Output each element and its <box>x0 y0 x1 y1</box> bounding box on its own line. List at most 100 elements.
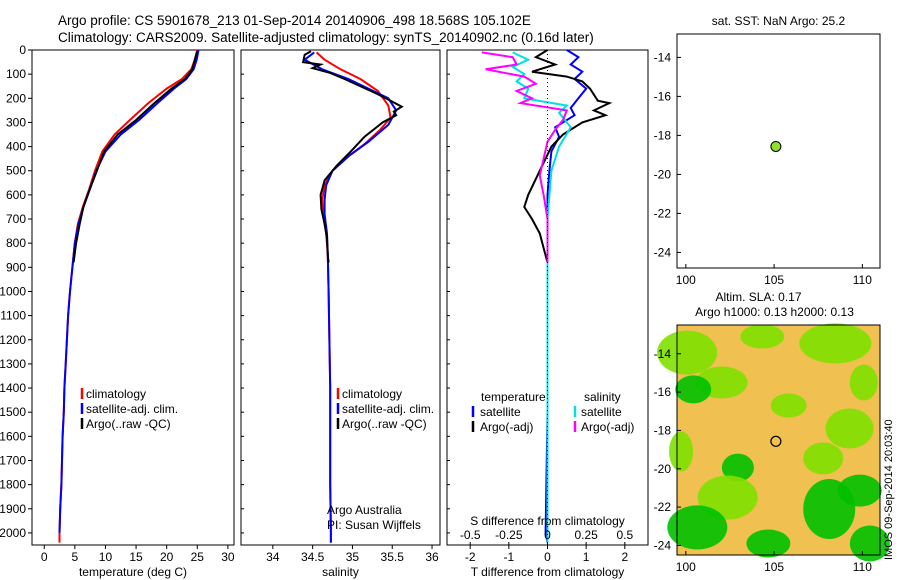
x-tick-label: 0 <box>41 550 48 564</box>
x-tick-label: 0 <box>544 550 551 564</box>
heatmap-cell <box>697 475 758 520</box>
y-tick-label: 1100 <box>0 309 26 323</box>
legend-label: Argo(..raw -QC) <box>86 417 171 431</box>
top-axis-label: S difference from climatology <box>470 514 625 528</box>
heatmap-cell <box>799 323 872 364</box>
x-tick-label: 36 <box>425 550 439 564</box>
legend-title: salinity <box>584 390 621 404</box>
sst-map-frame <box>676 33 881 269</box>
y-tick-label: 1300 <box>0 357 26 371</box>
argo-location-marker <box>770 140 782 152</box>
legend-title: temperature <box>481 390 546 404</box>
y-tick-label: -24 <box>654 538 672 552</box>
y-tick-label: 1600 <box>0 429 26 443</box>
y-tick-label: -22 <box>654 500 672 514</box>
x-axis-label: salinity <box>322 565 359 579</box>
x-tick-label: 15 <box>129 550 143 564</box>
x-tick-label: 30 <box>221 550 235 564</box>
legend-label: Argo(-adj) <box>581 420 634 434</box>
x-tick-label: 35.5 <box>381 550 405 564</box>
x-tick-label: 100 <box>676 273 696 287</box>
y-tick-label: -14 <box>654 347 672 361</box>
x-tick-label: 110 <box>853 560 872 574</box>
heatmap-cell <box>675 375 712 404</box>
salinity-plot-frame <box>240 49 441 546</box>
heatmap-cell <box>825 408 874 449</box>
top-tick-label: 0 <box>544 528 551 542</box>
legend-label: satellite <box>581 405 622 419</box>
y-tick-label: 600 <box>6 188 26 202</box>
temperature-plot-frame <box>31 49 235 546</box>
annotation-text: Argo Australia <box>327 503 402 517</box>
y-tick-label: 800 <box>6 236 26 250</box>
series-line-argo-raw-qc- <box>72 50 199 263</box>
map-title: Altim. SLA: 0.17 <box>715 290 801 304</box>
x-tick-label: 10 <box>99 550 113 564</box>
x-tick-label: 35 <box>346 550 360 564</box>
y-tick-label: 1400 <box>0 381 26 395</box>
y-tick-label: -14 <box>654 50 672 64</box>
legend-label: satellite-adj. clim. <box>342 402 434 416</box>
x-tick-label: -2 <box>465 550 476 564</box>
y-tick-label: 2000 <box>0 526 26 540</box>
top-tick-label: -0.25 <box>495 528 523 542</box>
y-tick-label: 300 <box>6 115 26 129</box>
y-tick-label: 1500 <box>0 405 26 419</box>
series-line-temperature-argo-adj- <box>523 49 613 263</box>
x-tick-label: 20 <box>160 550 174 564</box>
map-subtitle: Argo h1000: 0.13 h2000: 0.13 <box>695 305 854 319</box>
series-line-satellite-adj-clim- <box>58 49 200 533</box>
legend-label: Argo(..raw -QC) <box>342 417 427 431</box>
y-tick-label: -22 <box>654 206 672 220</box>
x-tick-label: 110 <box>853 273 872 287</box>
x-tick-label: 100 <box>676 560 696 574</box>
y-tick-label: 200 <box>6 91 26 105</box>
legend-label: climatology <box>342 387 402 401</box>
top-tick-label: -0.5 <box>460 528 481 542</box>
heatmap-cell <box>721 453 754 482</box>
y-tick-label: 100 <box>6 67 26 81</box>
y-tick-label: 1800 <box>0 478 26 492</box>
y-tick-label: 900 <box>6 260 26 274</box>
y-tick-label: -18 <box>654 423 672 437</box>
x-tick-label: 25 <box>191 550 205 564</box>
series-line-salinity-satellite <box>510 51 572 543</box>
x-tick-label: 1 <box>583 550 590 564</box>
sla-map-frame <box>676 324 881 556</box>
y-tick-label: -16 <box>654 89 672 103</box>
legend-label: climatology <box>86 387 146 401</box>
map-title: sat. SST: NaN Argo: 25.2 <box>712 14 846 28</box>
heatmap-cell <box>657 330 718 375</box>
y-tick-label: 400 <box>6 140 26 154</box>
series-line-satellite-adj-clim- <box>302 51 398 543</box>
y-tick-label: 1000 <box>0 284 26 298</box>
heatmap-cell <box>740 324 785 349</box>
x-tick-label: 34.5 <box>301 550 325 564</box>
heatmap-cell <box>770 393 807 418</box>
x-tick-label: 105 <box>764 273 784 287</box>
y-tick-label: 1200 <box>0 333 26 347</box>
series-line-salinity-argo-adj- <box>481 51 569 263</box>
top-tick-label: 0.25 <box>574 528 598 542</box>
x-axis-label: temperature (deg C) <box>79 565 187 579</box>
x-axis-label: T difference from climatology <box>471 565 625 579</box>
heatmap-cell <box>746 529 791 558</box>
y-tick-label: 1700 <box>0 453 26 467</box>
y-tick-label: -20 <box>654 167 672 181</box>
x-tick-label: 34 <box>266 550 280 564</box>
heatmap-cell <box>837 474 882 507</box>
y-tick-label: -18 <box>654 128 672 142</box>
y-tick-label: -16 <box>654 385 672 399</box>
series-line-climatology <box>58 49 199 543</box>
legend-label: Argo(-adj) <box>480 420 533 434</box>
x-tick-label: 105 <box>764 560 784 574</box>
y-tick-label: 700 <box>6 212 26 226</box>
annotation-text: PI: Susan Wijffels <box>327 518 421 532</box>
series-line-argo-raw-qc- <box>301 50 404 263</box>
argo-location-marker <box>770 435 782 447</box>
heatmap-cell <box>669 431 694 472</box>
timestamp-label: IMOS 09-Sep-2014 20:03:40 <box>883 419 895 560</box>
heatmap-cell <box>667 505 728 550</box>
y-tick-label: -24 <box>654 245 672 259</box>
